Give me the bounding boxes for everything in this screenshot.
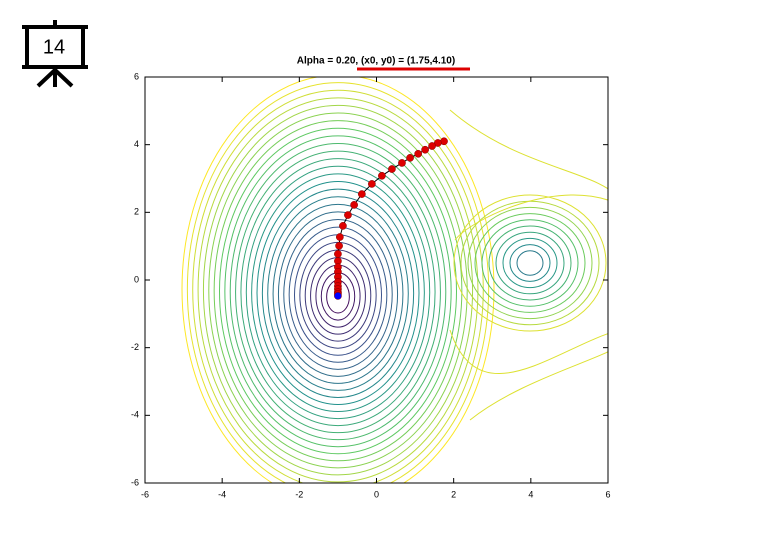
contour-line	[213, 120, 463, 462]
contour-line	[181, 77, 495, 483]
contour-line	[208, 112, 468, 469]
contour-line	[283, 219, 393, 370]
descent-point	[398, 159, 406, 167]
contour-line	[245, 165, 431, 420]
contour-line	[449, 109, 608, 190]
chart-title: Alpha = 0.20, (x0, y0) = (1.75,4.10)	[297, 56, 455, 67]
contour-line	[288, 226, 388, 363]
contour-line	[202, 104, 474, 476]
descent-point	[357, 190, 366, 198]
y-tick-label: 4	[134, 139, 139, 149]
contour-line	[224, 135, 452, 448]
contour-line	[469, 351, 608, 421]
descent-point	[344, 211, 352, 219]
contour-line	[261, 188, 415, 398]
x-tick-label: 4	[528, 489, 533, 499]
contour-line	[219, 127, 457, 455]
contour-line	[509, 244, 551, 282]
descent-point	[368, 180, 376, 188]
contours	[181, 77, 608, 483]
contour-line	[197, 97, 479, 483]
descent-point	[339, 222, 347, 230]
descent-point	[421, 145, 429, 154]
contour-line	[453, 194, 607, 332]
y-tick-label: -6	[131, 477, 139, 487]
contour-line	[272, 203, 404, 384]
contour-line	[488, 225, 572, 301]
contour-line	[449, 329, 608, 375]
y-tick-label: 0	[134, 274, 139, 284]
descent-point	[334, 292, 342, 300]
descent-point	[406, 154, 414, 162]
slide-icon	[22, 20, 88, 88]
y-tick-label: -2	[131, 342, 139, 352]
descent-point	[414, 149, 423, 158]
contour-line	[256, 181, 420, 405]
x-tick-label: 0	[374, 489, 379, 499]
contour-line	[251, 173, 425, 413]
descent-point	[428, 142, 436, 150]
contour-line	[454, 194, 608, 241]
contour-line	[186, 82, 490, 483]
contour-line	[502, 237, 558, 289]
contour-line	[235, 150, 441, 434]
descent-point	[378, 171, 386, 180]
contour-line	[516, 250, 544, 276]
x-tick-label: -6	[141, 489, 149, 499]
contour-line	[467, 206, 593, 320]
descent-point	[388, 165, 396, 173]
contour-line	[495, 231, 565, 295]
contour-line	[229, 142, 447, 441]
descent-point	[334, 250, 342, 258]
slide-number: 14	[43, 36, 65, 58]
x-tick-label: 6	[605, 489, 610, 499]
y-tick-label: 6	[134, 71, 139, 81]
y-tick-label: -4	[131, 410, 139, 420]
x-tick-label: -4	[218, 489, 226, 499]
descent-point	[350, 201, 358, 209]
contour-line	[240, 158, 436, 427]
contour-line	[277, 211, 399, 377]
contour-line	[481, 219, 579, 307]
x-tick-label: -2	[295, 489, 303, 499]
x-tick-label: 2	[451, 489, 456, 499]
contour-line	[267, 196, 409, 391]
contour-line	[474, 213, 586, 313]
y-tick-label: 2	[134, 207, 139, 217]
descent-point	[335, 241, 343, 250]
descent-point	[335, 233, 344, 241]
